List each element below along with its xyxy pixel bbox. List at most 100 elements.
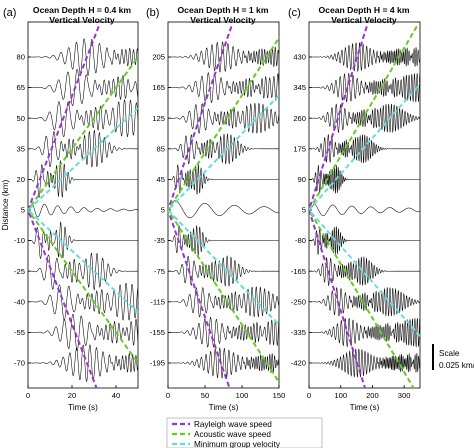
seismic-trace: [28, 313, 138, 351]
seismic-trace: [168, 255, 279, 287]
y-tick-label: 80: [17, 53, 25, 62]
y-tick-label: 205: [152, 53, 165, 62]
y-tick-label: 90: [298, 175, 306, 184]
y-tick-label: -70: [14, 359, 25, 368]
seismic-trace: [168, 133, 279, 165]
panel-label: (a): [3, 7, 16, 19]
x-tick-label: 40: [112, 391, 120, 400]
seismic-trace: [28, 69, 138, 107]
seismic-trace: [309, 133, 420, 164]
y-tick-label: 35: [17, 144, 25, 153]
x-tick-label: 50: [201, 391, 209, 400]
y-tick-label: 5: [21, 206, 25, 215]
panel-subtitle: Vertical Velocity: [190, 15, 256, 25]
y-tick-label: -335: [291, 328, 306, 337]
y-tick-label: 45: [157, 175, 165, 184]
legend-box: [166, 417, 323, 448]
legend-label-rayleigh: Rayleigh wave speed: [194, 420, 272, 429]
y-axis-label: Distance (km): [1, 179, 10, 230]
axes-frame: [167, 21, 280, 389]
seismic-trace: [28, 344, 138, 382]
x-tick-label: 0: [26, 391, 30, 400]
scale-bar: Scale 0.025 km/s: [432, 344, 474, 370]
seismic-trace: [28, 203, 138, 217]
y-tick-label: -80: [295, 236, 306, 245]
y-tick-label: 165: [152, 83, 165, 92]
panel-title: Ocean Depth H = 0.4 km: [33, 5, 132, 15]
seismic-trace: [28, 130, 138, 168]
x-tick-label: 300: [398, 391, 411, 400]
seismic-trace: [28, 221, 138, 259]
y-tick-label: -55: [14, 328, 25, 337]
y-tick-label: 5: [302, 206, 306, 215]
seismic-trace: [309, 256, 420, 287]
y-tick-label: 5: [161, 206, 165, 215]
y-tick-label: -10: [14, 236, 25, 245]
seismic-trace: [309, 165, 420, 194]
seismic-trace: [309, 226, 420, 255]
y-tick-label: 430: [293, 53, 306, 62]
acoustic-line: [28, 55, 138, 365]
seismic-trace: [168, 224, 279, 257]
rayleigh-line: [309, 26, 368, 388]
legend-label-min-group: Minimum group velocity: [194, 440, 281, 448]
x-tick-label: 0: [166, 391, 170, 400]
panel-subtitle: Vertical Velocity: [49, 15, 115, 25]
traces: [28, 26, 138, 388]
x-tick-label: 20: [68, 391, 76, 400]
panel-label: (c): [288, 7, 301, 19]
y-tick-label: 260: [293, 114, 306, 123]
acoustic-line: [168, 36, 279, 384]
seismic-trace: [168, 347, 279, 379]
y-tick-label: 65: [17, 83, 25, 92]
seismic-trace: [309, 348, 420, 378]
y-tick-label: -420: [291, 359, 306, 368]
legend: Rayleigh wave speed Acoustic wave speed …: [166, 417, 323, 448]
y-tick-label: -25: [14, 267, 25, 276]
scale-bar-value: 0.025 km/s: [439, 361, 474, 370]
x-tick-label: 100: [236, 391, 249, 400]
rayleigh-line: [168, 26, 233, 388]
seismic-trace: [309, 103, 420, 133]
scale-bar-title: Scale: [439, 349, 460, 358]
panel-title: Ocean Depth H = 4 km: [319, 5, 410, 15]
seismic-trace: [309, 73, 420, 103]
seismic-trace: [309, 286, 420, 317]
y-tick-label: -115: [150, 297, 165, 306]
x-axis-label: Time (s): [68, 403, 98, 412]
seismic-trace: [28, 38, 138, 76]
x-tick-label: 150: [273, 391, 286, 400]
y-tick-label: -195: [150, 359, 165, 368]
x-axis-label: Time (s): [350, 403, 380, 412]
seismic-trace: [168, 200, 279, 219]
y-tick-label: -155: [150, 328, 165, 337]
seismic-trace: [168, 286, 279, 318]
x-tick-label: 0: [307, 391, 311, 400]
seismic-trace: [168, 164, 279, 195]
seismic-trace: [168, 72, 279, 103]
seismic-trace: [28, 282, 138, 321]
traces: [168, 26, 279, 388]
y-tick-label: -165: [291, 267, 306, 276]
rayleigh-line: [28, 26, 100, 388]
seismic-trace: [28, 252, 138, 291]
seismic-trace: [168, 316, 279, 348]
panel-title: Ocean Depth H = 1 km: [178, 5, 269, 15]
y-tick-label: 125: [152, 114, 165, 123]
seismic-trace: [309, 317, 420, 348]
x-tick-label: 100: [334, 391, 347, 400]
acoustic-line: [309, 25, 418, 388]
y-tick-label: -40: [14, 297, 25, 306]
seismic-trace: [309, 41, 420, 73]
y-tick-label: -35: [154, 236, 165, 245]
seismic-trace: [168, 102, 279, 134]
seismic-trace: [168, 41, 279, 73]
seismic-trace: [28, 159, 138, 198]
legend-label-acoustic: Acoustic wave speed: [194, 430, 271, 439]
y-tick-label: 175: [293, 144, 306, 153]
axes-frame: [27, 21, 139, 389]
